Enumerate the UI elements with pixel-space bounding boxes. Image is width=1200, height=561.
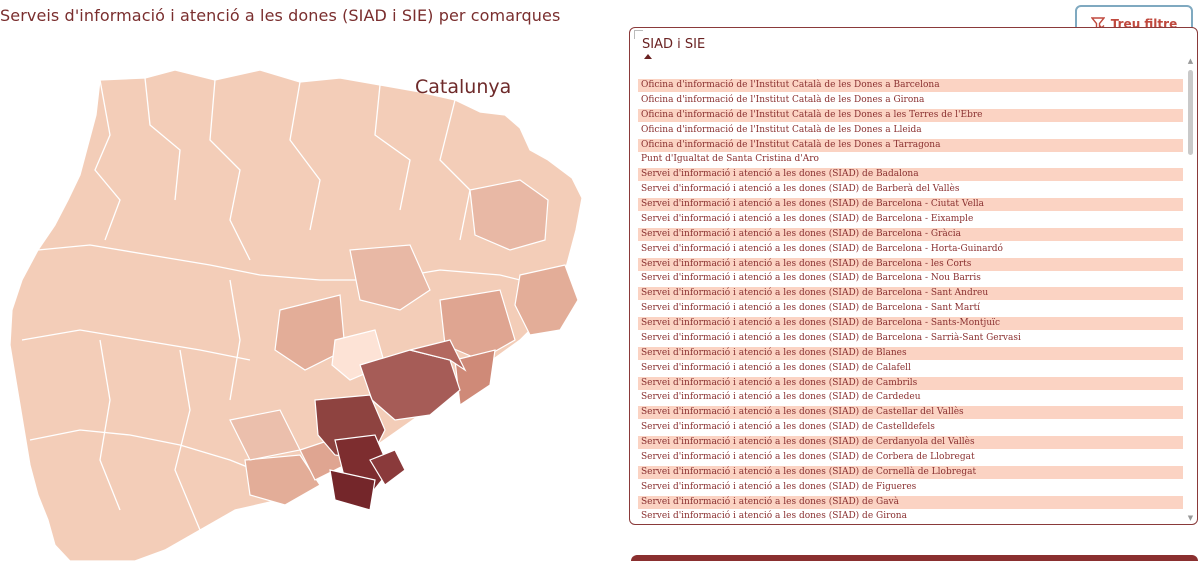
- slicer-resize-handle[interactable]: [634, 30, 643, 39]
- map-border: [439, 99, 471, 241]
- scroll-thumb[interactable]: [1188, 70, 1193, 155]
- map-region-osona[interactable]: [349, 244, 431, 311]
- map-region-tarragones[interactable]: [244, 454, 321, 506]
- page-title: Serveis d'informació i atenció a les don…: [0, 6, 561, 25]
- list-item[interactable]: Servei d'informació i atenció a les done…: [641, 303, 981, 314]
- scrollbar[interactable]: ▲ ▼: [1187, 58, 1194, 522]
- bottom-visual-header: [631, 555, 1198, 561]
- choropleth-map: Catalunya: [0, 40, 620, 561]
- list-item[interactable]: Servei d'informació i atenció a les done…: [638, 465, 1183, 479]
- list-item[interactable]: Servei d'informació i atenció a les done…: [641, 392, 921, 403]
- list-item[interactable]: Servei d'informació i atenció a les done…: [638, 436, 1183, 449]
- scroll-up-icon[interactable]: ▲: [1187, 57, 1194, 65]
- map-region-garraf-dark[interactable]: [329, 469, 376, 511]
- list-item[interactable]: Servei d'informació i atenció a les done…: [641, 243, 1003, 254]
- list-item[interactable]: Servei d'informació i atenció a les done…: [638, 257, 1183, 271]
- map-border: [144, 77, 181, 201]
- map-border: [174, 349, 201, 531]
- map-border: [289, 81, 321, 231]
- map-border: [209, 79, 251, 261]
- map-region-valles-oriental[interactable]: [409, 339, 467, 372]
- slicer-list: Oficina d'informació de l'Institut Catal…: [638, 79, 1183, 524]
- list-item[interactable]: Servei d'informació i atenció a les done…: [638, 227, 1183, 241]
- list-item[interactable]: Oficina d'informació de l'Institut Catal…: [641, 94, 925, 105]
- list-item[interactable]: Servei d'informació i atenció a les done…: [638, 376, 1183, 390]
- map-region-girones[interactable]: [469, 179, 549, 251]
- list-item[interactable]: Oficina d'informació de l'Institut Catal…: [638, 108, 1183, 122]
- list-item[interactable]: Servei d'informació i atenció a les done…: [641, 511, 907, 522]
- slicer-header[interactable]: SIAD i SIE: [642, 37, 706, 52]
- list-item[interactable]: Servei d'informació i atenció a les done…: [638, 168, 1183, 182]
- list-item[interactable]: Servei d'informació i atenció a les done…: [641, 422, 935, 433]
- list-item[interactable]: Oficina d'informació de l'Institut Catal…: [638, 138, 1183, 152]
- list-item[interactable]: Oficina d'informació de l'Institut Catal…: [641, 124, 922, 135]
- map-border: [229, 279, 241, 401]
- map-border: [37, 244, 561, 291]
- map-region-maresme[interactable]: [454, 349, 496, 407]
- map-border: [29, 429, 281, 481]
- slicer-siad-sie: SIAD i SIE Oficina d'informació de l'Ins…: [629, 27, 1198, 525]
- list-item[interactable]: Servei d'informació i atenció a les done…: [641, 451, 975, 462]
- map-region-barcelones[interactable]: [369, 449, 406, 486]
- list-item[interactable]: Servei d'informació i atenció a les done…: [641, 481, 917, 492]
- map-region-bages[interactable]: [274, 294, 346, 371]
- map-border: [374, 84, 411, 211]
- map-border: [21, 329, 251, 361]
- list-item[interactable]: Servei d'informació i atenció a les done…: [641, 273, 981, 284]
- list-item[interactable]: Servei d'informació i atenció a les done…: [638, 198, 1183, 211]
- list-item[interactable]: Servei d'informació i atenció a les done…: [638, 346, 1183, 360]
- list-item[interactable]: Servei d'informació i atenció a les done…: [638, 495, 1183, 509]
- sort-ascending-icon[interactable]: [644, 54, 652, 59]
- map-region-baix-emporda[interactable]: [514, 264, 579, 336]
- list-item[interactable]: Oficina d'informació de l'Institut Catal…: [638, 79, 1183, 92]
- scroll-down-icon[interactable]: ▼: [1187, 514, 1194, 522]
- list-item[interactable]: Servei d'informació i atenció a les done…: [641, 184, 960, 195]
- list-item[interactable]: Servei d'informació i atenció a les done…: [638, 317, 1183, 330]
- list-item[interactable]: Servei d'informació i atenció a les done…: [641, 362, 911, 373]
- map-border: [99, 339, 121, 511]
- list-item[interactable]: Servei d'informació i atenció a les done…: [638, 287, 1183, 301]
- list-item[interactable]: Servei d'informació i atenció a les done…: [638, 406, 1183, 420]
- list-item[interactable]: Servei d'informació i atenció a les done…: [641, 213, 974, 224]
- map-region-alt-camp[interactable]: [229, 409, 301, 461]
- map-region-selva[interactable]: [439, 289, 516, 361]
- map-label: Catalunya: [415, 76, 512, 98]
- list-item[interactable]: Punt d'Igualtat de Santa Cristina d'Aro: [641, 154, 819, 165]
- list-item[interactable]: Servei d'informació i atenció a les done…: [641, 332, 1021, 343]
- map-border: [94, 79, 121, 241]
